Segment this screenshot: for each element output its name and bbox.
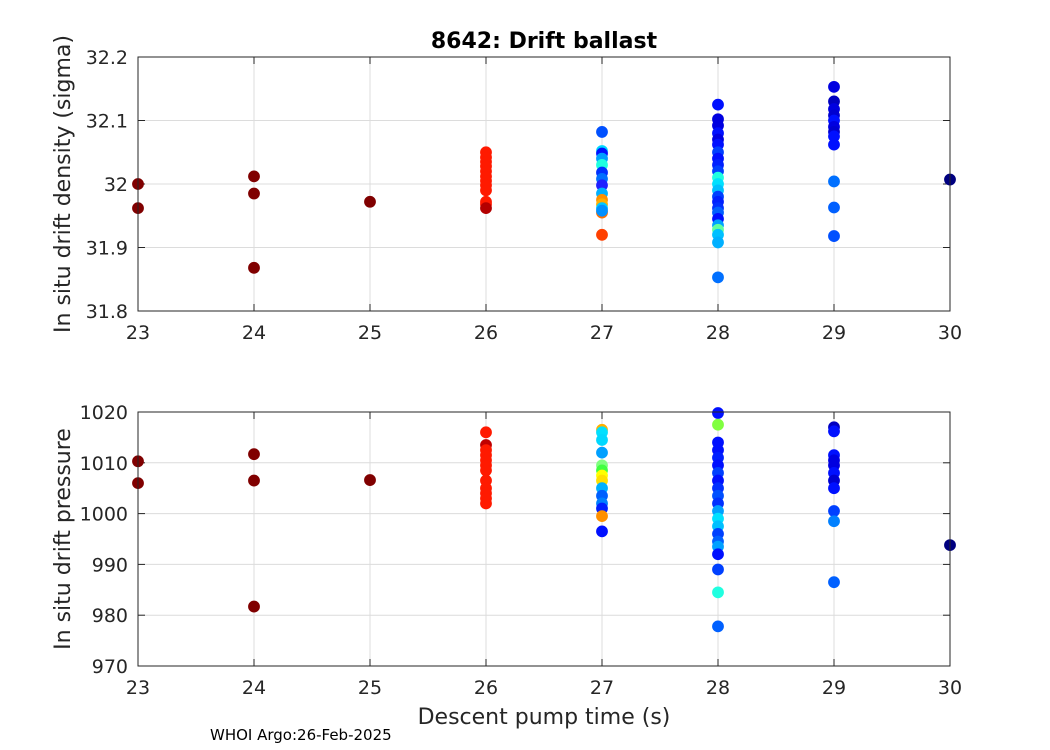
x-tick-label: 23: [126, 322, 150, 344]
y-tick-label: 1020: [80, 402, 128, 424]
x-tick-label: 27: [590, 322, 614, 344]
data-point: [712, 98, 724, 111]
x-tick-label: 24: [242, 322, 266, 344]
y-tick-label: 32: [104, 174, 128, 196]
data-point: [828, 80, 840, 93]
data-point: [828, 425, 840, 438]
y-tick-label: 980: [92, 605, 128, 627]
data-point: [712, 407, 724, 419]
x-tick-label: 25: [358, 677, 382, 699]
x-tick-label: 25: [358, 322, 382, 344]
axes-box: [137, 411, 951, 667]
x-tick-label: 26: [474, 322, 498, 344]
data-point: [364, 195, 376, 208]
pressure-panel: 23 24 25 26 27 28 29 30 970 980 990 1000 1010 1020 Des…: [51, 402, 962, 730]
data-point: [480, 184, 492, 197]
x-tick-label: 28: [706, 677, 730, 699]
data-point: [596, 126, 608, 138]
y-tick-label: 1000: [80, 504, 128, 526]
data-point: [248, 600, 260, 613]
data-point: [712, 236, 724, 249]
data-point: [828, 505, 840, 517]
x-tick-label: 30: [938, 322, 962, 344]
data-point: [364, 474, 376, 486]
y-tick-label: 970: [92, 656, 128, 678]
data-point: [828, 515, 840, 528]
x-tick-label: 29: [822, 322, 846, 344]
plot-area: [138, 412, 950, 666]
chart-title: 8642: Drift ballast: [431, 29, 658, 54]
data-point: [828, 201, 840, 214]
data-point: [596, 204, 608, 217]
y-axis-label: In situ drift density (sigma): [51, 35, 76, 333]
data-point: [248, 187, 260, 200]
y-tick-label: 31.8: [86, 301, 128, 323]
x-tick-label: 30: [938, 677, 962, 699]
x-axis-label: Descent pump time (s): [418, 705, 671, 730]
data-point: [596, 434, 608, 446]
data-point: [596, 510, 608, 523]
data-point: [828, 175, 840, 188]
data-point: [712, 548, 724, 561]
y-tick-label: 32.2: [86, 47, 128, 69]
data-point: [480, 426, 492, 439]
data-point: [248, 261, 260, 274]
data-point: [828, 230, 840, 242]
axes-box: [137, 56, 951, 312]
data-point: [480, 464, 492, 477]
x-tick-label: 29: [822, 677, 846, 699]
data-point: [596, 228, 608, 241]
data-point: [480, 497, 492, 510]
x-tick-label: 24: [242, 677, 266, 699]
y-tick-label: 990: [92, 554, 128, 576]
data-point: [828, 138, 840, 151]
y-tick-label: 32.1: [86, 111, 128, 133]
x-tick-label: 28: [706, 322, 730, 344]
data-point: [248, 448, 260, 461]
data-point: [596, 446, 608, 459]
data-point: [248, 170, 260, 183]
y-tick-label: 1010: [80, 453, 128, 475]
x-tick-label: 27: [590, 677, 614, 699]
data-point: [248, 474, 260, 487]
data-point: [828, 576, 840, 589]
y-tick-label: 31.9: [86, 238, 128, 260]
y-axis-label: In situ drift pressure: [51, 428, 76, 650]
data-point: [828, 482, 840, 495]
data-point: [712, 418, 724, 431]
data-point: [712, 620, 724, 633]
data-point: [712, 563, 724, 576]
data-point: [712, 271, 724, 284]
density-panel: 23 24 25 26 27 28 29 30 31.8 31.9 32 32.1 32.2 8642: …: [51, 29, 962, 344]
x-tick-label: 26: [474, 677, 498, 699]
data-point: [480, 202, 492, 215]
footer-text: WHOI Argo:26-Feb-2025: [210, 726, 392, 744]
data-point: [712, 586, 724, 599]
x-tick-label: 23: [126, 677, 150, 699]
data-point: [596, 525, 608, 538]
